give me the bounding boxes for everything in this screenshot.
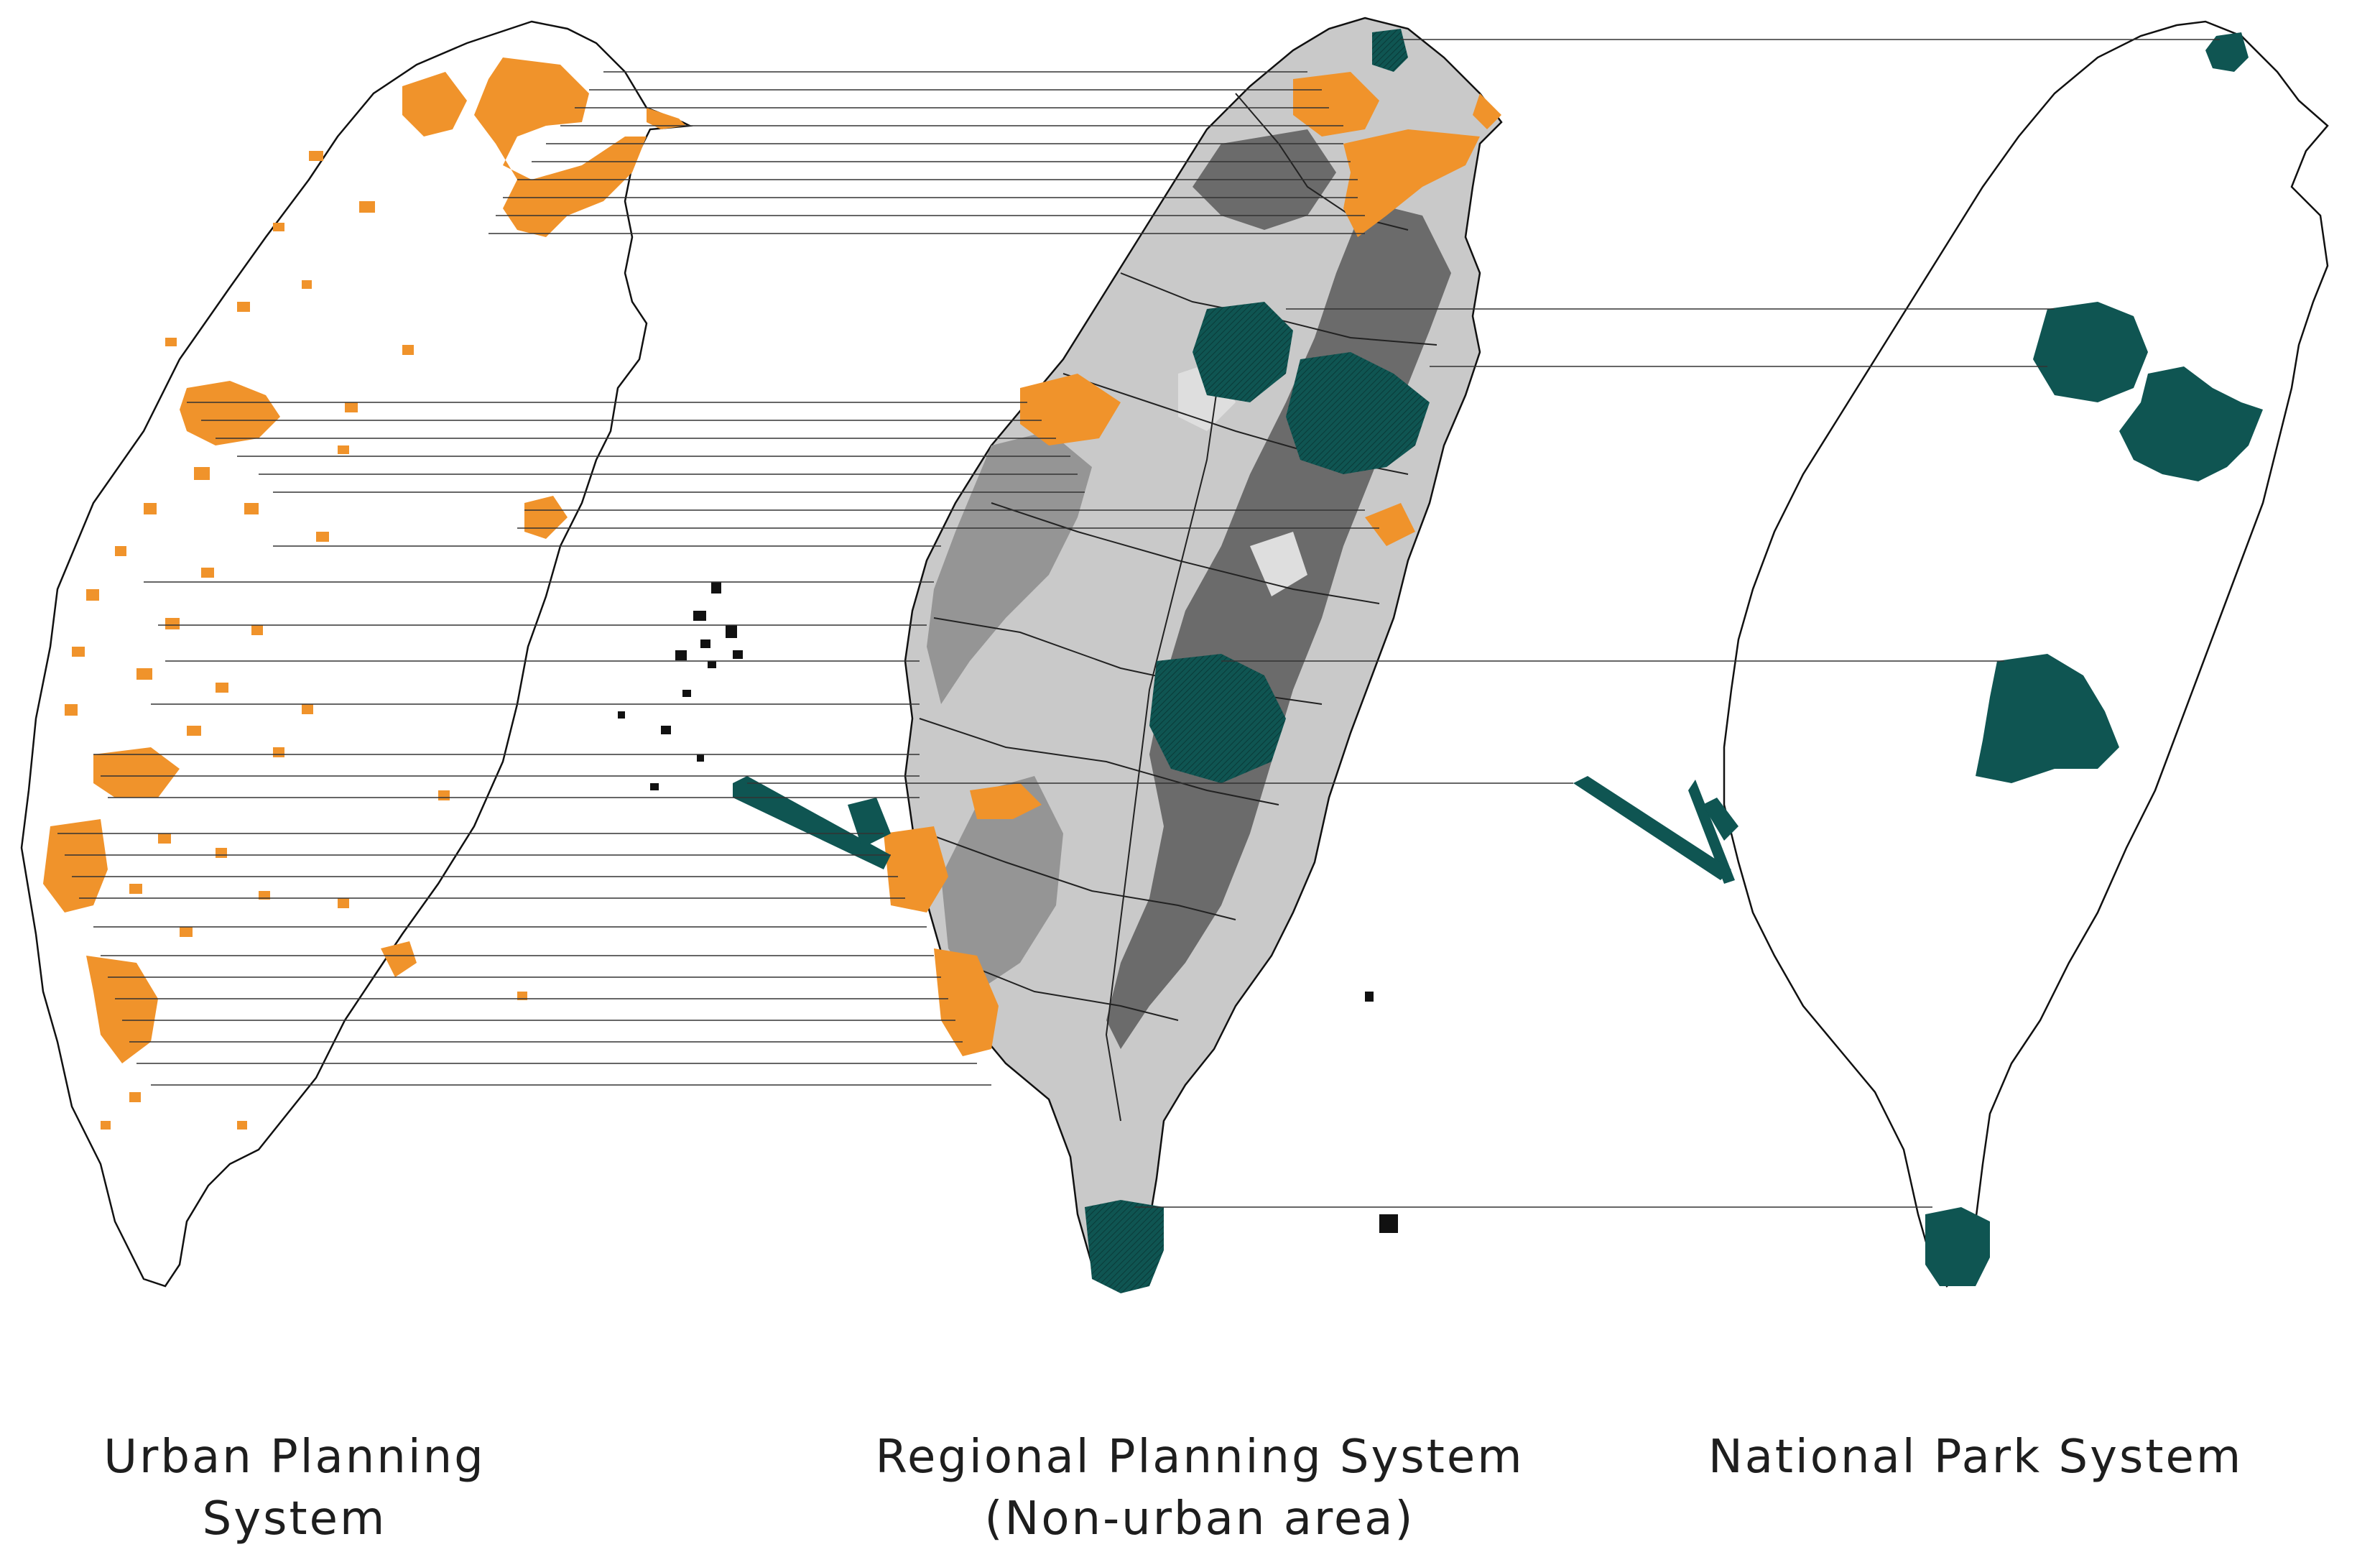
park-shei-pa — [2033, 302, 2148, 402]
urban-area-taichung — [180, 381, 280, 445]
park-taijiang — [1688, 780, 1735, 884]
caption-regional-planning: Regional Planning System (Non-urban area… — [841, 1426, 1559, 1550]
national-park-map — [1573, 20, 2329, 1288]
caption-park-title: National Park System — [1708, 1431, 2244, 1484]
caption-urban-title: Urban Planning System — [103, 1431, 486, 1546]
caption-regional-subtitle: (Non-urban area) — [984, 1492, 1415, 1546]
regional-mid-zone — [927, 431, 1092, 704]
urban-area-chiayi — [93, 747, 180, 798]
urban-area-pingtung — [381, 941, 417, 977]
urban-area-kaohsiung — [86, 956, 158, 1063]
regional-urban-overlay — [884, 72, 1501, 1056]
park-marine-strip — [1573, 776, 1731, 880]
caption-regional-title: Regional Planning System — [875, 1431, 1524, 1484]
urban-area-keelung — [647, 108, 686, 129]
connector-lines — [57, 39, 2220, 1208]
penghu-islands — [618, 582, 1398, 1233]
regional-light-patch-2 — [1250, 532, 1307, 596]
urban-area-taoyuan — [402, 72, 467, 137]
park-taiwan-outline — [1723, 20, 2329, 1288]
park-yushan — [1976, 654, 2119, 783]
park-taroko — [2119, 366, 2263, 481]
urban-area-taipei — [474, 57, 647, 237]
urban-taiwan-outline — [20, 20, 693, 1288]
park-taijiang-coast — [1703, 798, 1738, 841]
caption-urban-planning: Urban Planning System — [14, 1426, 575, 1550]
caption-national-park: National Park System — [1695, 1426, 2256, 1488]
urban-planning-map — [20, 20, 693, 1288]
urban-area-tainan — [43, 819, 108, 913]
urban-scatter — [65, 151, 527, 1130]
regional-mid-zone-south — [941, 776, 1063, 992]
regional-park-overlay — [733, 29, 1430, 1293]
park-kenting — [1925, 1207, 1990, 1286]
regional-planning-map — [618, 17, 1503, 1293]
park-yangmingshan — [2205, 32, 2249, 72]
